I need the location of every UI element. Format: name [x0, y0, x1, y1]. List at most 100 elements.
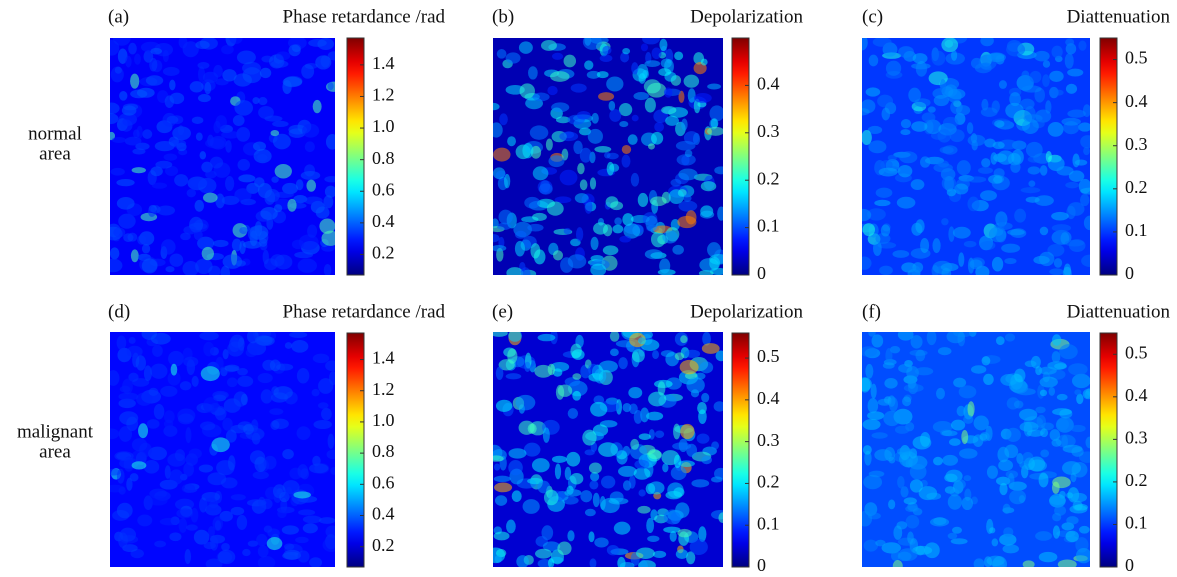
cell: [621, 154, 631, 168]
cell: [242, 61, 261, 75]
cell: [519, 83, 535, 99]
cell: [863, 474, 883, 490]
cell: [1051, 334, 1062, 346]
cell: [947, 532, 958, 540]
cell: [717, 206, 723, 221]
cell: [518, 420, 535, 435]
cell: [686, 377, 705, 394]
cell: [527, 223, 544, 232]
cell: [580, 490, 593, 503]
cell: [1062, 266, 1072, 275]
cell: [321, 230, 335, 246]
colorbar-tick-label: 0.1: [1125, 513, 1148, 533]
cell: [702, 332, 711, 346]
cell: [973, 558, 985, 567]
cell: [150, 363, 168, 379]
cell: [599, 495, 606, 510]
cell: [963, 475, 972, 482]
cell: [296, 426, 311, 440]
cell: [246, 332, 259, 344]
cell: [981, 356, 991, 366]
cell: [136, 392, 153, 406]
cell: [174, 174, 189, 187]
cell: [555, 384, 565, 400]
colorbar-tick-label: 0.3: [1125, 134, 1148, 154]
cell: [910, 179, 925, 190]
cell: [215, 193, 225, 209]
cell: [862, 346, 878, 357]
cell: [271, 176, 279, 183]
cell: [884, 446, 896, 462]
cell: [564, 466, 572, 481]
cell: [560, 257, 574, 273]
cell: [596, 71, 609, 79]
cell: [495, 366, 504, 380]
cell: [325, 360, 335, 372]
cell: [210, 536, 219, 551]
cell: [524, 196, 541, 209]
cell: [242, 548, 251, 557]
cell: [551, 102, 570, 113]
panel-title: Diattenuation: [1067, 301, 1171, 322]
cell: [991, 256, 1004, 272]
cell: [169, 532, 182, 542]
cell: [141, 244, 151, 254]
cell: [137, 514, 153, 527]
cell: [612, 224, 624, 234]
colorbar-tick-label: 1.0: [372, 116, 395, 136]
cell: [1056, 166, 1074, 176]
cell: [1054, 505, 1067, 516]
cell: [627, 134, 638, 145]
cell: [980, 38, 994, 47]
cell: [1047, 121, 1064, 137]
cell: [318, 517, 335, 524]
cell: [118, 426, 133, 442]
cell: [195, 258, 213, 275]
cell: [297, 258, 318, 273]
cell: [884, 377, 898, 389]
cell: [593, 395, 605, 405]
cell: [898, 46, 914, 58]
cell: [119, 411, 139, 425]
cell: [651, 47, 662, 60]
cell: [900, 129, 911, 136]
cell: [867, 411, 885, 421]
colorbar-tick-label: 0.1: [757, 513, 780, 533]
cell: [540, 180, 551, 193]
colorbar: [1099, 37, 1118, 276]
cell: [619, 562, 635, 567]
cell: [713, 401, 723, 412]
cell: [669, 530, 677, 542]
cell: [951, 419, 966, 431]
cell: [177, 125, 185, 136]
cell: [1065, 181, 1080, 189]
colorbar-tick-label: 1.2: [372, 379, 395, 399]
cell: [1053, 258, 1063, 268]
panel-title: Depolarization: [690, 6, 803, 27]
cell: [631, 114, 639, 122]
cell: [529, 125, 549, 140]
cell: [937, 347, 952, 356]
cell: [300, 170, 321, 180]
colorbar-tick-label: 1.4: [372, 53, 395, 73]
cell: [981, 158, 991, 168]
cell: [941, 267, 952, 275]
colorbar-tick-label: 0.5: [1125, 342, 1148, 362]
cell: [1067, 109, 1086, 118]
cell: [582, 38, 602, 50]
cell: [129, 473, 139, 482]
cell: [154, 540, 167, 548]
cell: [325, 525, 335, 538]
cell: [678, 460, 695, 467]
cell: [225, 429, 237, 443]
cell: [1039, 389, 1048, 397]
cell: [518, 41, 533, 54]
cell: [291, 340, 309, 353]
cell: [209, 156, 224, 169]
cell: [1082, 388, 1090, 400]
cell: [637, 337, 647, 345]
cell: [269, 408, 284, 416]
cell: [885, 60, 902, 76]
cell: [264, 190, 276, 205]
cell: [591, 112, 599, 124]
